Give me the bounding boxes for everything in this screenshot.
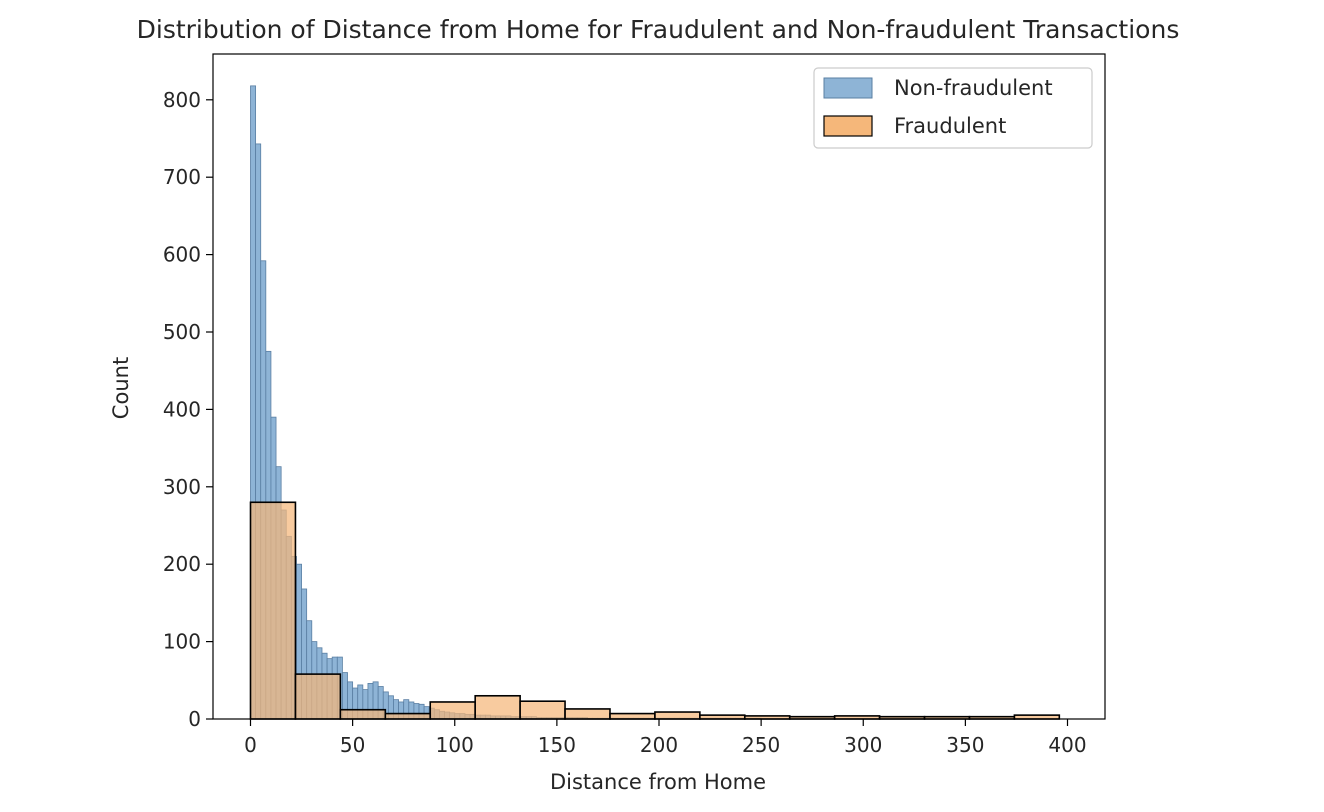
bar-fraudulent-6 bbox=[519, 700, 566, 720]
y-tick-label-400: 400 bbox=[163, 397, 201, 421]
legend-swatch-non-fraudulent bbox=[823, 77, 873, 99]
axes: 0 50 100 150 200 250 300 350 400 0 100 200 300 400 500… bbox=[163, 53, 1106, 757]
bar-fraudulent-7 bbox=[564, 708, 611, 720]
y-tick-label-700: 700 bbox=[163, 165, 201, 189]
x-tick-label-200: 200 bbox=[640, 733, 678, 757]
y-tick-label-600: 600 bbox=[163, 243, 201, 267]
x-axis-label: Distance from Home bbox=[550, 770, 766, 794]
x-tick-label-400: 400 bbox=[1048, 733, 1086, 757]
y-tick-label-800: 800 bbox=[163, 88, 201, 112]
x-tick-label-0: 0 bbox=[244, 733, 257, 757]
x-tick-label-300: 300 bbox=[844, 733, 882, 757]
bar-fraudulent-9 bbox=[654, 711, 701, 720]
y-tick-label-200: 200 bbox=[163, 552, 201, 576]
legend: Non-fraudulent Fraudulent bbox=[813, 67, 1093, 149]
bar-fraudulent-8 bbox=[609, 712, 656, 720]
chart-title: Distribution of Distance from Home for F… bbox=[137, 15, 1180, 44]
y-tick-label-0: 0 bbox=[188, 707, 201, 731]
bar-fraudulent-1 bbox=[294, 673, 342, 720]
x-tick-label-100: 100 bbox=[436, 733, 474, 757]
x-tick-label-250: 250 bbox=[742, 733, 780, 757]
y-tick-label-500: 500 bbox=[163, 320, 201, 344]
legend-frame bbox=[813, 67, 1093, 149]
bar-fraudulent-3 bbox=[384, 712, 432, 720]
y-tick-label-100: 100 bbox=[163, 630, 201, 654]
legend-label-non-fraudulent: Non-fraudulent bbox=[894, 76, 1053, 100]
x-tick-label-350: 350 bbox=[946, 733, 984, 757]
bar-fraudulent-4 bbox=[429, 701, 476, 720]
y-tick-label-300: 300 bbox=[163, 475, 201, 499]
bar-fraudulent-2 bbox=[339, 708, 387, 720]
legend-swatch-fraudulent bbox=[823, 115, 873, 137]
x-tick-label-150: 150 bbox=[538, 733, 576, 757]
legend-label-fraudulent: Fraudulent bbox=[894, 114, 1006, 138]
x-tick-label-50: 50 bbox=[340, 733, 365, 757]
bar-fraudulent-0 bbox=[249, 501, 297, 720]
bar-fraudulent-5 bbox=[474, 694, 521, 720]
plot-frame bbox=[212, 53, 1106, 720]
plot-area bbox=[249, 85, 1061, 720]
y-axis-label: Count bbox=[109, 357, 133, 419]
